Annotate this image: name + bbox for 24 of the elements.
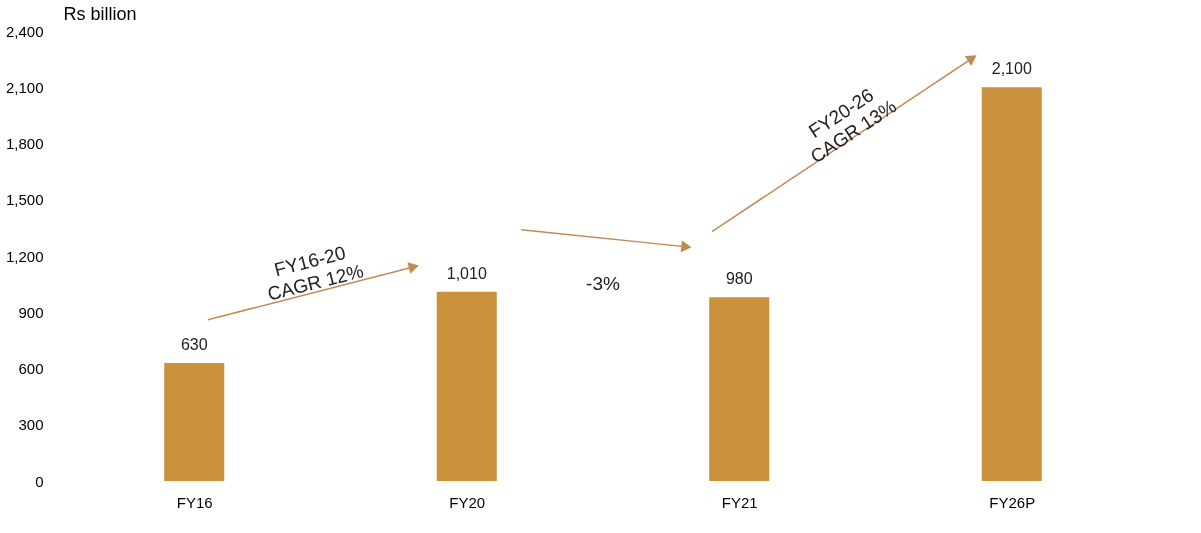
annotation: -3% — [586, 273, 620, 295]
data-label: 1,010 — [446, 264, 487, 282]
bar — [164, 362, 225, 481]
data-label: 630 — [180, 335, 208, 353]
data-label: 2,100 — [991, 60, 1032, 78]
x-tick-label: FY21 — [721, 493, 758, 511]
y-tick-label: 2,100 — [5, 78, 44, 96]
y-tick-label: 900 — [18, 303, 44, 321]
y-axis-title: Rs billion — [63, 3, 137, 24]
y-tick-label: 300 — [18, 416, 44, 434]
data-label: 980 — [725, 270, 753, 288]
y-tick-label: 1,200 — [5, 247, 44, 265]
y-tick-label: 0 — [35, 472, 44, 490]
y-tick-label: 600 — [18, 360, 44, 377]
annotation: FY16-20 CAGR 12% — [265, 241, 366, 305]
bar — [436, 291, 497, 481]
y-tick-label: 2,400 — [5, 22, 44, 40]
bar — [709, 297, 770, 481]
bar — [981, 87, 1042, 481]
y-tick-label: 1,800 — [5, 135, 44, 152]
y-tick-label: 1,500 — [5, 191, 44, 209]
x-tick-label: FY26P — [989, 493, 1036, 511]
x-tick-label: FY16 — [176, 493, 213, 511]
x-tick-label: FY20 — [449, 493, 486, 511]
